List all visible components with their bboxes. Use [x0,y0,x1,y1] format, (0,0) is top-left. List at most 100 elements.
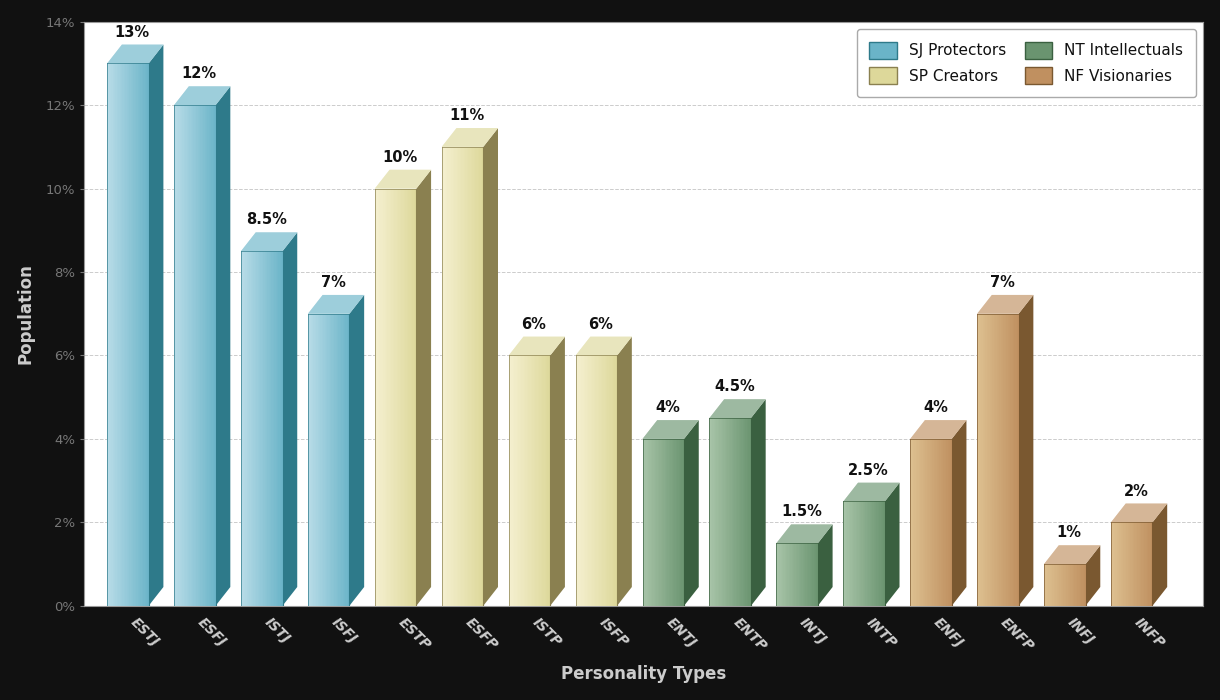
Polygon shape [322,314,323,606]
Polygon shape [804,543,805,606]
Polygon shape [512,356,515,606]
Polygon shape [719,418,721,606]
Polygon shape [1081,564,1083,606]
Polygon shape [479,147,481,606]
Polygon shape [609,356,610,606]
Polygon shape [645,439,647,606]
Polygon shape [1149,522,1152,606]
Polygon shape [550,337,565,606]
Polygon shape [937,439,938,606]
Polygon shape [800,543,802,606]
Polygon shape [608,356,609,606]
Polygon shape [874,501,875,606]
Polygon shape [1053,564,1054,606]
Polygon shape [471,147,472,606]
Polygon shape [664,439,665,606]
Polygon shape [1005,314,1006,606]
Polygon shape [592,356,594,606]
Polygon shape [326,314,327,606]
Polygon shape [1054,564,1055,606]
Polygon shape [599,356,600,606]
Polygon shape [913,439,914,606]
Polygon shape [204,105,205,606]
Polygon shape [526,356,527,606]
Polygon shape [107,45,163,64]
Polygon shape [996,314,997,606]
Polygon shape [177,105,178,606]
Polygon shape [174,86,231,105]
Polygon shape [1135,522,1136,606]
Polygon shape [442,128,498,147]
Polygon shape [386,188,387,606]
Polygon shape [399,188,400,606]
Polygon shape [523,356,526,606]
Polygon shape [855,501,858,606]
Polygon shape [916,439,917,606]
Polygon shape [867,501,869,606]
Polygon shape [522,356,523,606]
Polygon shape [334,314,336,606]
Polygon shape [677,439,678,606]
Polygon shape [187,105,188,606]
Polygon shape [517,356,518,606]
Polygon shape [132,64,133,606]
Polygon shape [1008,314,1009,606]
Polygon shape [277,251,278,606]
Polygon shape [858,501,859,606]
Text: 12%: 12% [182,66,217,81]
Polygon shape [793,543,794,606]
Polygon shape [865,501,867,606]
Polygon shape [1085,564,1086,606]
Polygon shape [659,439,660,606]
Polygon shape [278,251,279,606]
Polygon shape [683,439,684,606]
Polygon shape [843,483,899,501]
Polygon shape [116,64,117,606]
Polygon shape [1050,564,1053,606]
Polygon shape [464,147,465,606]
Polygon shape [576,337,632,356]
Polygon shape [509,356,510,606]
Polygon shape [1152,522,1153,606]
Polygon shape [242,251,243,606]
Polygon shape [1019,295,1033,606]
Polygon shape [783,543,784,606]
Polygon shape [378,188,379,606]
Polygon shape [948,439,949,606]
Polygon shape [648,439,649,606]
Polygon shape [712,418,714,606]
Polygon shape [1044,545,1100,564]
Polygon shape [270,251,271,606]
Polygon shape [189,105,190,606]
Polygon shape [815,543,816,606]
Polygon shape [184,105,185,606]
Polygon shape [454,147,455,606]
Polygon shape [917,439,919,606]
Polygon shape [216,86,231,606]
Polygon shape [135,64,137,606]
Polygon shape [250,251,253,606]
Polygon shape [453,147,454,606]
Polygon shape [1122,522,1124,606]
Polygon shape [531,356,532,606]
Polygon shape [348,314,349,606]
Polygon shape [784,543,786,606]
Polygon shape [1146,522,1147,606]
Polygon shape [1013,314,1015,606]
Polygon shape [536,356,537,606]
Polygon shape [403,188,404,606]
Polygon shape [791,543,792,606]
Polygon shape [259,251,260,606]
Polygon shape [281,251,283,606]
Polygon shape [590,356,592,606]
Polygon shape [396,188,399,606]
Polygon shape [782,543,783,606]
Polygon shape [312,314,314,606]
Polygon shape [644,439,645,606]
Polygon shape [327,314,328,606]
Polygon shape [813,543,814,606]
Polygon shape [544,356,547,606]
Polygon shape [1086,545,1100,606]
Polygon shape [268,251,270,606]
Polygon shape [733,418,734,606]
